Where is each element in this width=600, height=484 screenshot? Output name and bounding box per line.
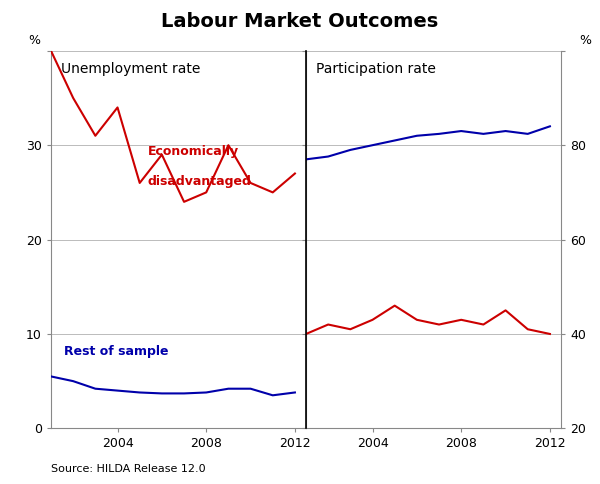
Text: %: % [28,34,40,47]
Text: %: % [580,34,592,47]
Text: disadvantaged: disadvantaged [148,175,252,188]
Text: Source: HILDA Release 12.0: Source: HILDA Release 12.0 [51,464,206,474]
Text: Participation rate: Participation rate [316,62,436,76]
Text: Economically: Economically [148,145,239,158]
Text: Unemployment rate: Unemployment rate [61,62,200,76]
Text: Labour Market Outcomes: Labour Market Outcomes [161,12,439,31]
Text: Rest of sample: Rest of sample [64,345,168,358]
